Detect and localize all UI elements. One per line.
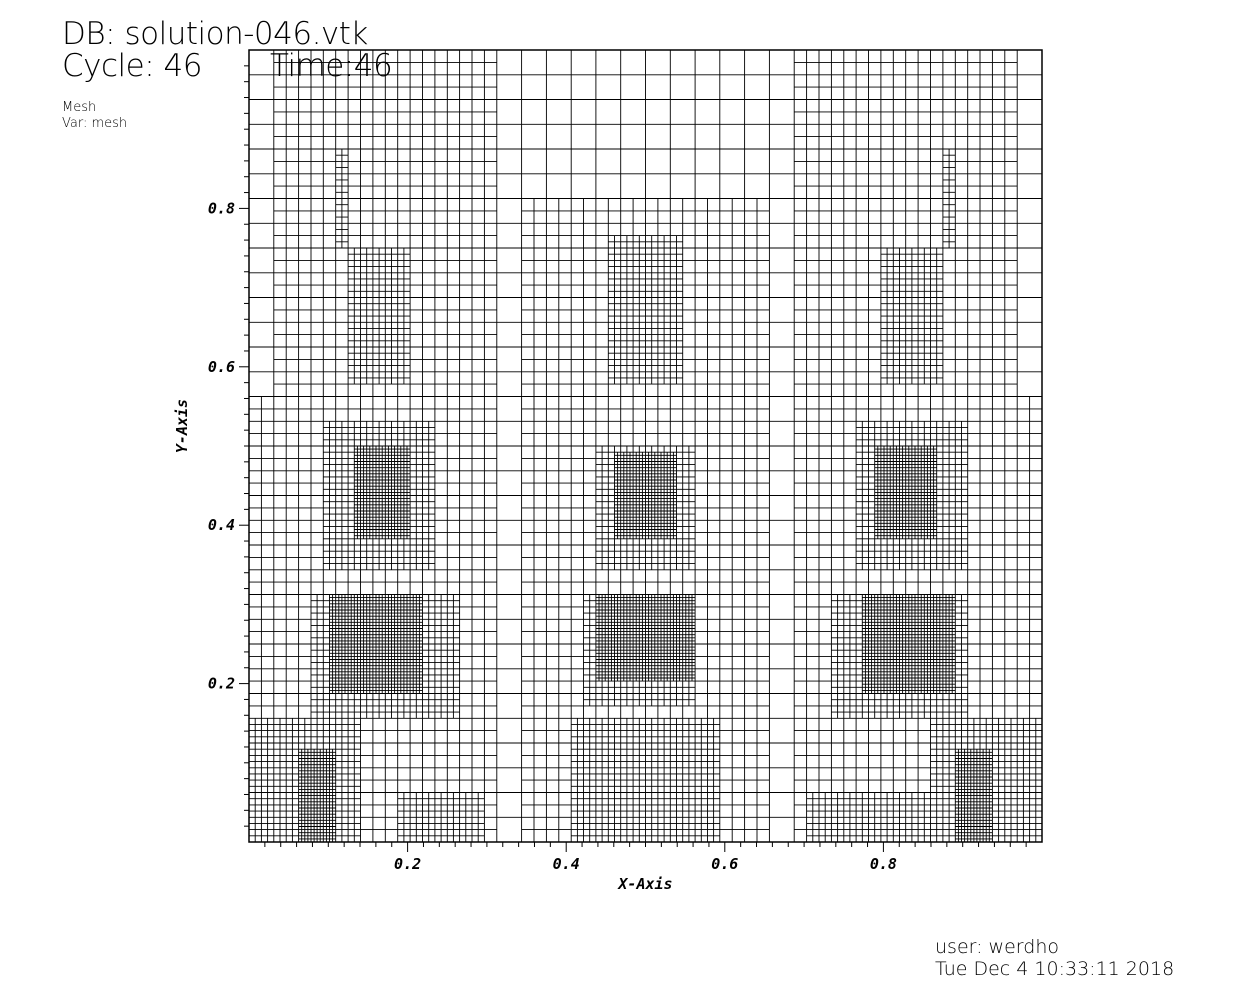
mesh-cells bbox=[248, 49, 1043, 843]
y-tick-label: 0.6 bbox=[208, 358, 235, 376]
variable-label: Var: mesh bbox=[62, 116, 128, 131]
user-label: user: werdho bbox=[935, 936, 1059, 958]
y-tick-label: 0.8 bbox=[208, 199, 235, 217]
y-tick-label: 0.4 bbox=[208, 516, 235, 534]
x-tick-label: 0.4 bbox=[553, 855, 580, 873]
plot-type-label: Mesh bbox=[62, 100, 97, 115]
axis-tick-labels: 0.2 0.4 0.6 0.8 0.2 0.4 0.6 0.8 bbox=[208, 199, 897, 873]
time-label: Time:46 bbox=[270, 48, 393, 84]
x-tick-label: 0.8 bbox=[870, 855, 897, 873]
database-title: DB: solution-046.vtk bbox=[62, 16, 368, 52]
x-tick-label: 0.6 bbox=[711, 855, 738, 873]
x-axis-title: X-Axis bbox=[616, 875, 672, 893]
cycle-label: Cycle: 46 bbox=[62, 48, 202, 84]
timestamp-label: Tue Dec 4 10:33:11 2018 bbox=[935, 958, 1175, 980]
axis-ticks bbox=[239, 65, 1027, 852]
y-tick-label: 0.2 bbox=[208, 675, 235, 693]
mesh-grid bbox=[248, 49, 1043, 843]
x-tick-label: 0.2 bbox=[394, 855, 421, 873]
y-axis-title: Y-Axis bbox=[173, 399, 191, 453]
